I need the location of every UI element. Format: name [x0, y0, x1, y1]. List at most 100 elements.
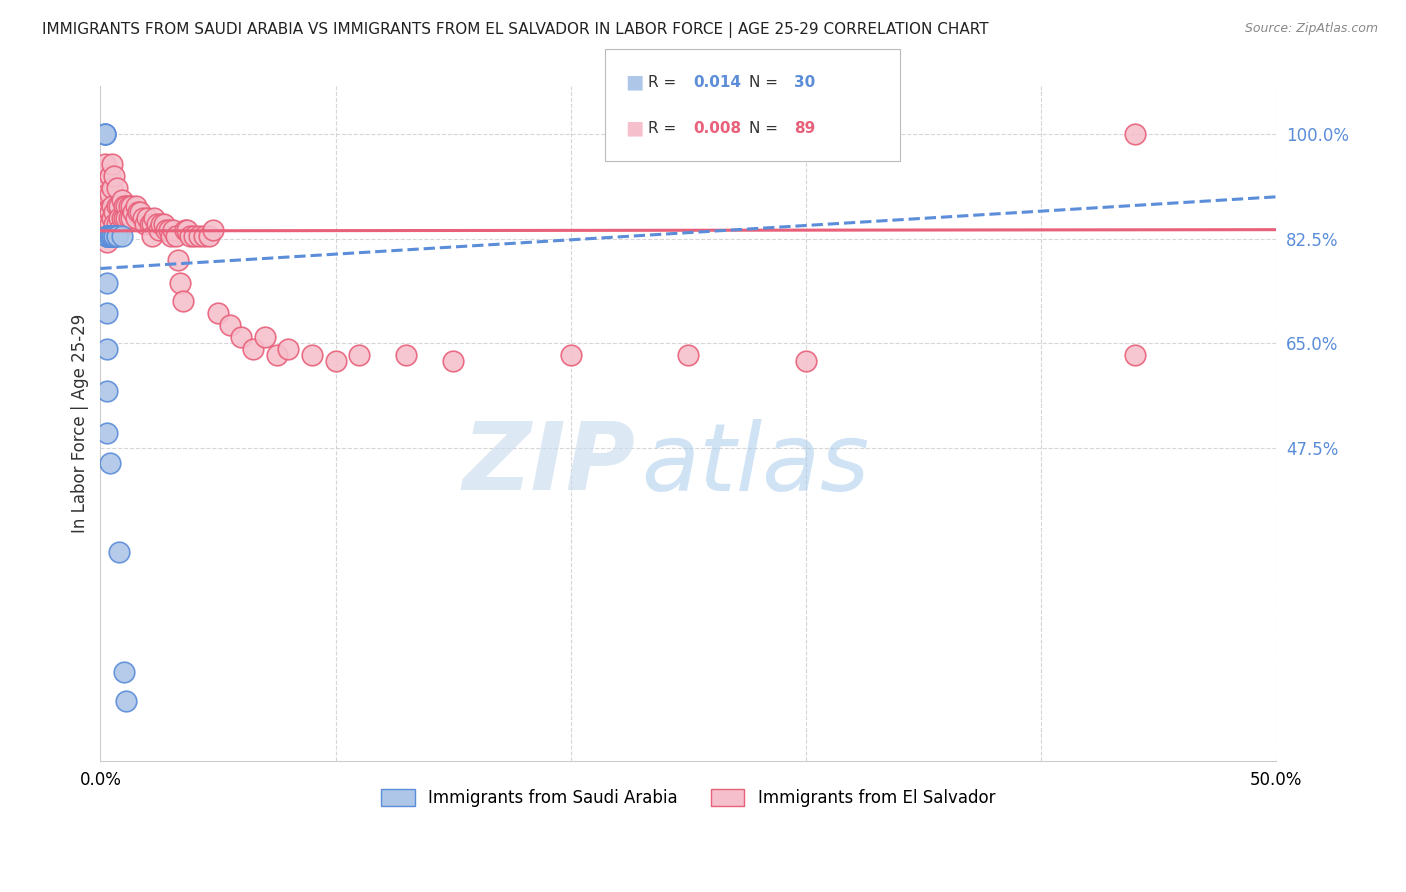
Point — [148, 222, 170, 236]
Point — [108, 222, 131, 236]
Point — [143, 211, 166, 225]
Point — [183, 228, 205, 243]
Point — [117, 211, 139, 225]
Point — [165, 228, 187, 243]
Point — [96, 211, 118, 225]
Point — [347, 348, 370, 362]
Point — [136, 211, 159, 225]
Point — [174, 222, 197, 236]
Point — [101, 228, 124, 243]
Point — [96, 306, 118, 320]
Point — [146, 217, 169, 231]
Point — [94, 127, 117, 141]
Point — [96, 228, 118, 243]
Point — [96, 228, 118, 243]
Point — [98, 456, 121, 470]
Point — [193, 228, 215, 243]
Point — [172, 294, 194, 309]
Point — [105, 228, 128, 243]
Point — [103, 204, 125, 219]
Point — [105, 199, 128, 213]
Point — [160, 228, 183, 243]
Text: 0.008: 0.008 — [693, 121, 741, 136]
Point — [98, 169, 121, 183]
Text: IMMIGRANTS FROM SAUDI ARABIA VS IMMIGRANTS FROM EL SALVADOR IN LABOR FORCE | AGE: IMMIGRANTS FROM SAUDI ARABIA VS IMMIGRAN… — [42, 22, 988, 38]
Point — [169, 277, 191, 291]
Point — [141, 228, 163, 243]
Point — [98, 228, 121, 243]
Point — [141, 217, 163, 231]
Point — [103, 228, 125, 243]
Point — [94, 186, 117, 201]
Point — [231, 330, 253, 344]
Point — [117, 199, 139, 213]
Point — [115, 694, 138, 708]
Point — [103, 217, 125, 231]
Point — [96, 186, 118, 201]
Point — [560, 348, 582, 362]
Point — [188, 228, 211, 243]
Point — [96, 228, 118, 243]
Text: N =: N = — [749, 121, 779, 136]
Point — [94, 222, 117, 236]
Point — [131, 211, 153, 225]
Point — [98, 228, 121, 243]
Point — [101, 211, 124, 225]
Point — [124, 211, 146, 225]
Point — [103, 169, 125, 183]
Point — [110, 211, 132, 225]
Point — [108, 545, 131, 559]
Point — [197, 228, 219, 243]
Point — [162, 222, 184, 236]
Point — [129, 204, 152, 219]
Point — [108, 199, 131, 213]
Point — [96, 228, 118, 243]
Point — [101, 228, 124, 243]
Text: 0.014: 0.014 — [693, 75, 741, 90]
Point — [101, 181, 124, 195]
Point — [94, 127, 117, 141]
Point — [1123, 348, 1146, 362]
Point — [96, 277, 118, 291]
Point — [98, 228, 121, 243]
Point — [110, 228, 132, 243]
Point — [207, 306, 229, 320]
Point — [112, 665, 135, 679]
Point — [98, 204, 121, 219]
Point — [98, 228, 121, 243]
Point — [153, 217, 176, 231]
Point — [103, 228, 125, 243]
Point — [101, 199, 124, 213]
Point — [94, 204, 117, 219]
Point — [242, 342, 264, 356]
Point — [94, 127, 117, 141]
Text: N =: N = — [749, 75, 779, 90]
Point — [94, 157, 117, 171]
Point — [150, 217, 173, 231]
Point — [179, 228, 201, 243]
Point — [105, 181, 128, 195]
Point — [105, 217, 128, 231]
Point — [301, 348, 323, 362]
Point — [96, 204, 118, 219]
Point — [115, 199, 138, 213]
Point — [124, 199, 146, 213]
Point — [96, 235, 118, 249]
Point — [325, 354, 347, 368]
Point — [112, 199, 135, 213]
Point — [96, 228, 118, 243]
Text: R =: R = — [648, 75, 676, 90]
Point — [127, 204, 149, 219]
Point — [138, 217, 160, 231]
Y-axis label: In Labor Force | Age 25-29: In Labor Force | Age 25-29 — [72, 314, 89, 533]
Text: 30: 30 — [794, 75, 815, 90]
Legend: Immigrants from Saudi Arabia, Immigrants from El Salvador: Immigrants from Saudi Arabia, Immigrants… — [374, 782, 1002, 814]
Point — [112, 211, 135, 225]
Point — [96, 175, 118, 189]
Point — [794, 354, 817, 368]
Point — [98, 186, 121, 201]
Point — [218, 318, 240, 333]
Point — [202, 222, 225, 236]
Point — [1123, 127, 1146, 141]
Point — [96, 228, 118, 243]
